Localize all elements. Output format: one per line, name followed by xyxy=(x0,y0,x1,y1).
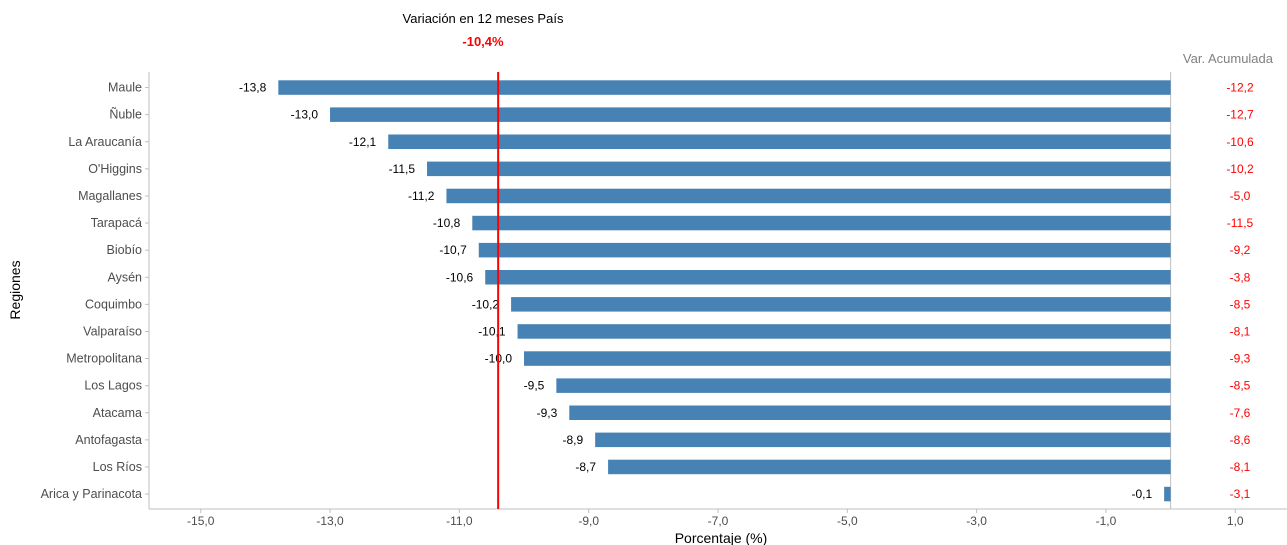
accumulated-value-label: -8,5 xyxy=(1230,297,1251,311)
accumulated-value-label: -9,2 xyxy=(1230,243,1251,257)
accumulated-value-label: -12,7 xyxy=(1226,108,1254,122)
accumulated-value-label: -3,8 xyxy=(1230,270,1251,284)
bar-value-label: -10,2 xyxy=(472,297,500,311)
bar xyxy=(569,405,1171,420)
accumulated-header: Var. Acumulada xyxy=(1183,51,1274,66)
bar-value-label: -10,6 xyxy=(446,270,474,284)
x-tick-label: -13,0 xyxy=(316,514,344,528)
bar-value-label: -9,3 xyxy=(537,406,558,420)
bar xyxy=(1164,486,1171,502)
x-tick-label: -7,0 xyxy=(708,514,729,528)
accumulated-value-label: -8,1 xyxy=(1230,324,1251,338)
bar-value-label: -11,5 xyxy=(389,162,416,176)
bar xyxy=(330,107,1171,122)
accumulated-value-label: -7,6 xyxy=(1230,406,1251,420)
accumulated-value-label: -10,6 xyxy=(1226,135,1254,149)
bar-value-label: -11,2 xyxy=(408,189,435,203)
bar-value-label: -10,1 xyxy=(478,324,506,338)
bar xyxy=(472,215,1171,231)
bar-value-label: -10,7 xyxy=(439,243,467,257)
accumulated-value-label: -8,1 xyxy=(1230,460,1251,474)
accumulated-value-label: -8,5 xyxy=(1230,379,1251,393)
category-label: Magallanes xyxy=(78,189,142,203)
category-label: Los Ríos xyxy=(93,460,142,474)
x-axis-title: Porcentaje (%) xyxy=(675,530,768,545)
accumulated-value-label: -8,6 xyxy=(1230,433,1251,447)
category-label: Aysén xyxy=(107,270,142,284)
x-tick-label: -11,0 xyxy=(446,514,473,528)
bar xyxy=(524,351,1171,366)
y-axis-title: Regiones xyxy=(7,260,23,319)
category-label: Arica y Parinacota xyxy=(41,487,142,501)
category-label: Coquimbo xyxy=(85,297,142,311)
bar xyxy=(608,459,1171,475)
bar-value-label: -0,1 xyxy=(1131,487,1152,501)
accumulated-value-label: -9,3 xyxy=(1230,352,1251,366)
x-tick-label: -3,0 xyxy=(966,514,987,528)
category-label: Metropolitana xyxy=(66,352,142,366)
category-label: Tarapacá xyxy=(91,216,142,230)
x-tick-label: -15,0 xyxy=(187,514,215,528)
bar-value-label: -13,0 xyxy=(291,108,319,122)
category-label: Los Lagos xyxy=(84,379,142,393)
bar xyxy=(485,270,1171,285)
category-label: Antofagasta xyxy=(75,433,142,447)
chart-title: Variación en 12 meses País xyxy=(403,11,564,26)
category-label: Maule xyxy=(108,81,142,95)
x-tick-label: -9,0 xyxy=(578,514,599,528)
x-tick-label: -5,0 xyxy=(837,514,858,528)
x-tick-label: -1,0 xyxy=(1096,514,1117,528)
category-label: La Araucanía xyxy=(68,135,142,149)
bar-value-label: -10,8 xyxy=(433,216,461,230)
bar xyxy=(427,161,1171,177)
country-variation-value: -10,4% xyxy=(462,34,504,49)
bar xyxy=(511,297,1171,312)
bar xyxy=(446,188,1171,204)
accumulated-value-label: -5,0 xyxy=(1230,189,1251,203)
bar-value-label: -8,7 xyxy=(575,460,596,474)
bar xyxy=(595,432,1171,448)
category-label: Biobío xyxy=(107,243,142,257)
plot-area: -15,0 -13,0 -11,0 -9,0 -7,0 -5,0 -3,0 -1,0 1,0 Ma… xyxy=(41,72,1287,528)
bar xyxy=(388,134,1171,149)
category-label: Ñuble xyxy=(109,108,142,122)
category-label: O'Higgins xyxy=(88,162,142,176)
accumulated-value-label: -12,2 xyxy=(1226,81,1254,95)
accumulated-value-label: -3,1 xyxy=(1230,487,1251,501)
category-label: Valparaíso xyxy=(83,324,142,338)
accumulated-value-label: -11,5 xyxy=(1227,216,1254,230)
bar xyxy=(517,324,1171,339)
bar xyxy=(556,378,1171,393)
category-label: Atacama xyxy=(93,406,142,420)
bar xyxy=(478,242,1171,258)
accumulated-value-label: -10,2 xyxy=(1226,162,1254,176)
bar xyxy=(278,80,1171,95)
bar-value-label: -12,1 xyxy=(349,135,377,149)
bar-value-label: -8,9 xyxy=(562,433,583,447)
bar-value-label: -13,8 xyxy=(239,81,267,95)
bar-value-label: -9,5 xyxy=(524,379,545,393)
x-tick-label: 1,0 xyxy=(1227,514,1244,528)
